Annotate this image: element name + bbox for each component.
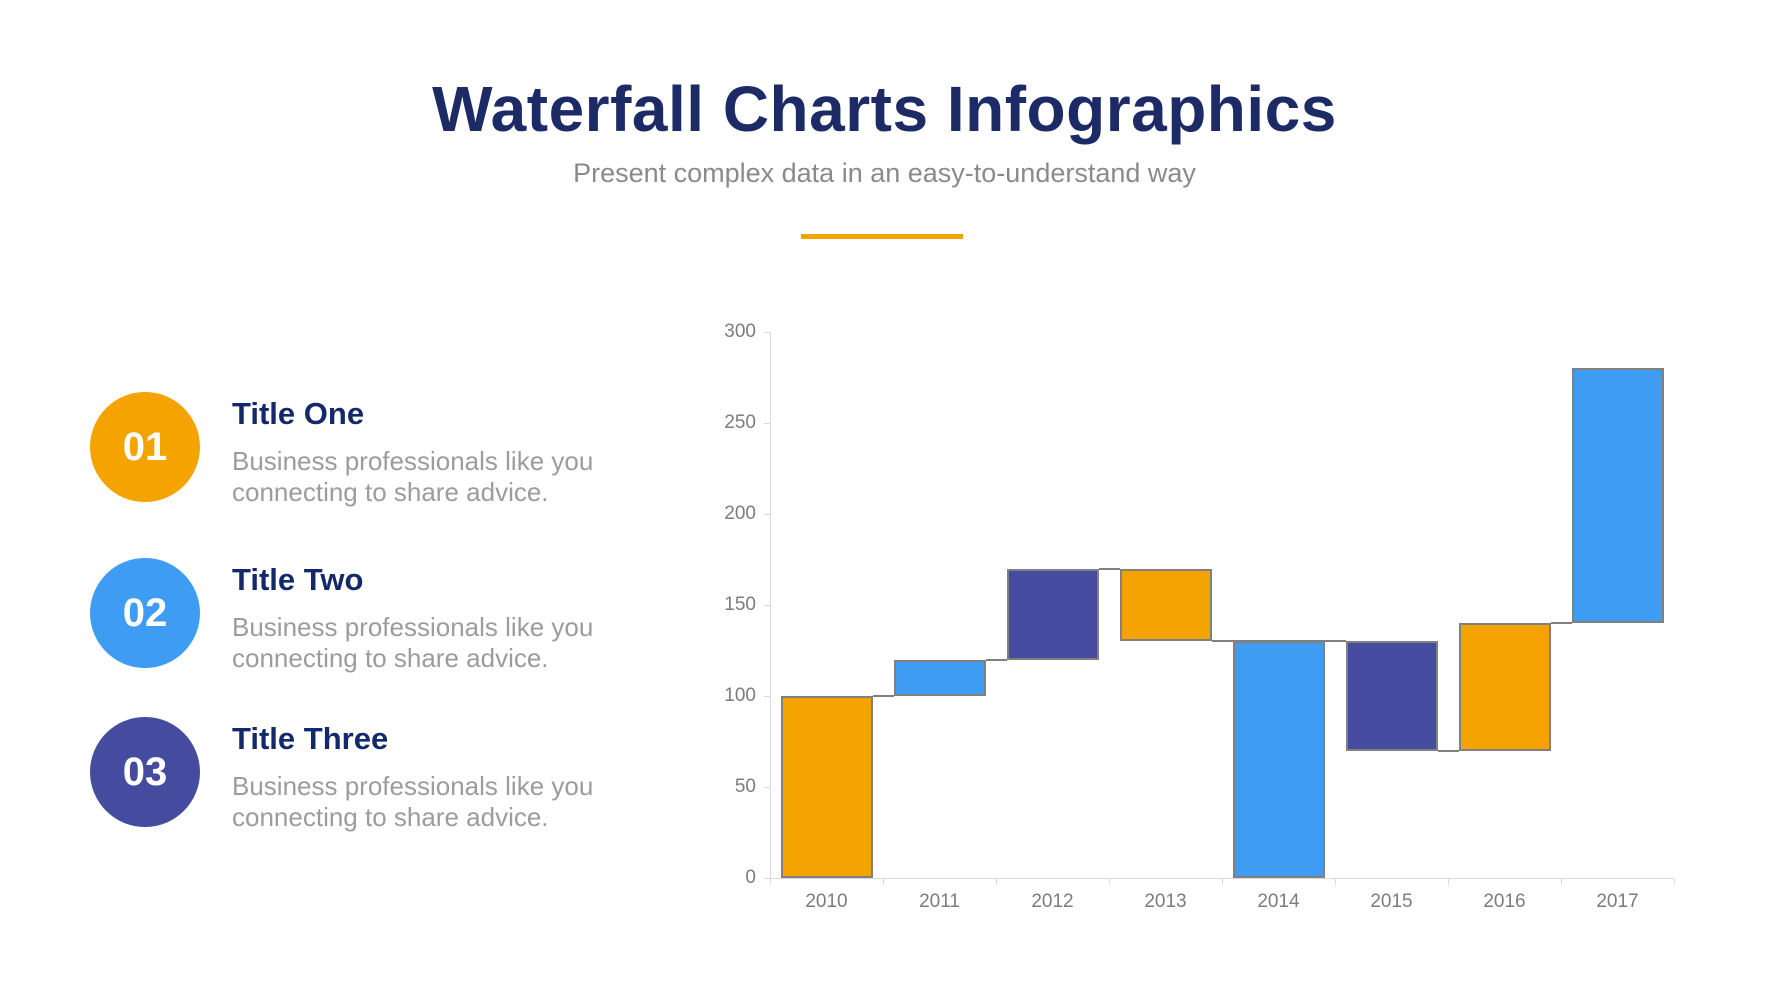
x-axis-label: 2013 <box>1144 891 1187 912</box>
y-axis-tick <box>764 514 770 515</box>
list-item-three: 03 Title Three Business professionals li… <box>90 717 692 833</box>
x-axis-tick <box>1561 879 1562 885</box>
item-description: Business professionals like you connecti… <box>232 446 692 508</box>
item-title: Title One <box>232 396 365 431</box>
x-axis-label: 2016 <box>1483 891 1526 912</box>
waterfall-bar-2014 <box>1232 641 1325 878</box>
waterfall-connector-line <box>1437 749 1459 752</box>
x-axis-tick <box>1674 879 1675 885</box>
x-axis-tick <box>883 879 884 885</box>
y-axis-tick <box>764 878 770 879</box>
x-axis-tick <box>770 879 771 885</box>
item-description-line: Business professionals like you <box>232 446 594 476</box>
y-axis-label: 250 <box>724 412 756 433</box>
y-axis-label: 50 <box>734 776 756 797</box>
x-axis-label: 2017 <box>1596 891 1639 912</box>
x-axis-label: 2014 <box>1257 891 1300 912</box>
item-description: Business professionals like you connecti… <box>232 612 692 674</box>
item-title: Title Two <box>232 562 364 597</box>
x-axis-label: 2015 <box>1370 891 1413 912</box>
x-axis-tick <box>1448 879 1449 885</box>
waterfall-bar-2010 <box>780 696 873 878</box>
item-description-line: connecting to share advice. <box>232 643 549 673</box>
x-axis-tick <box>1335 879 1336 885</box>
y-axis-tick <box>764 605 770 606</box>
waterfall-bar-2016 <box>1458 623 1551 751</box>
waterfall-connector-line <box>1098 567 1120 570</box>
y-axis-label: 200 <box>724 503 756 524</box>
waterfall-bar-2011 <box>893 659 986 696</box>
waterfall-bar-2017 <box>1571 368 1664 624</box>
y-axis-tick <box>764 787 770 788</box>
waterfall-bar-2015 <box>1345 641 1438 751</box>
x-axis-tick <box>1109 879 1110 885</box>
x-axis-label: 2011 <box>919 891 960 912</box>
y-axis-label: 0 <box>745 867 756 888</box>
x-axis-label: 2010 <box>805 891 848 912</box>
y-axis-tick <box>764 332 770 333</box>
item-description-line: Business professionals like you <box>232 771 594 801</box>
waterfall-bar-2012 <box>1006 568 1099 660</box>
y-axis-line <box>770 332 771 878</box>
item-number-badge: 02 <box>90 558 200 668</box>
accent-divider <box>801 234 963 239</box>
page-title: Waterfall Charts Infographics <box>432 73 1337 145</box>
x-axis-tick <box>1222 879 1223 885</box>
y-axis-label: 100 <box>724 685 756 706</box>
item-number-badge: 03 <box>90 717 200 827</box>
waterfall-connector-line <box>872 695 894 697</box>
y-axis-label: 150 <box>724 594 756 615</box>
x-axis-label: 2012 <box>1031 891 1074 912</box>
waterfall-connector-line <box>1550 622 1572 625</box>
y-axis-label: 300 <box>724 321 756 342</box>
x-axis-line <box>770 878 1674 879</box>
item-description-line: Business professionals like you <box>232 612 594 642</box>
page-subtitle: Present complex data in an easy-to-under… <box>573 158 1196 188</box>
item-number-badge: 01 <box>90 392 200 502</box>
list-item-two: 02 Title Two Business professionals like… <box>90 558 692 674</box>
list-item-one: 01 Title One Business professionals like… <box>90 392 692 508</box>
item-description-line: connecting to share advice. <box>232 802 549 832</box>
item-title: Title Three <box>232 721 389 756</box>
waterfall-bar-2013 <box>1119 568 1212 642</box>
y-axis-tick <box>764 696 770 697</box>
item-description: Business professionals like you connecti… <box>232 771 692 833</box>
x-axis-tick <box>996 879 997 885</box>
waterfall-connector-line <box>985 658 1007 661</box>
y-axis-tick <box>764 423 770 424</box>
item-description-line: connecting to share advice. <box>232 477 549 507</box>
